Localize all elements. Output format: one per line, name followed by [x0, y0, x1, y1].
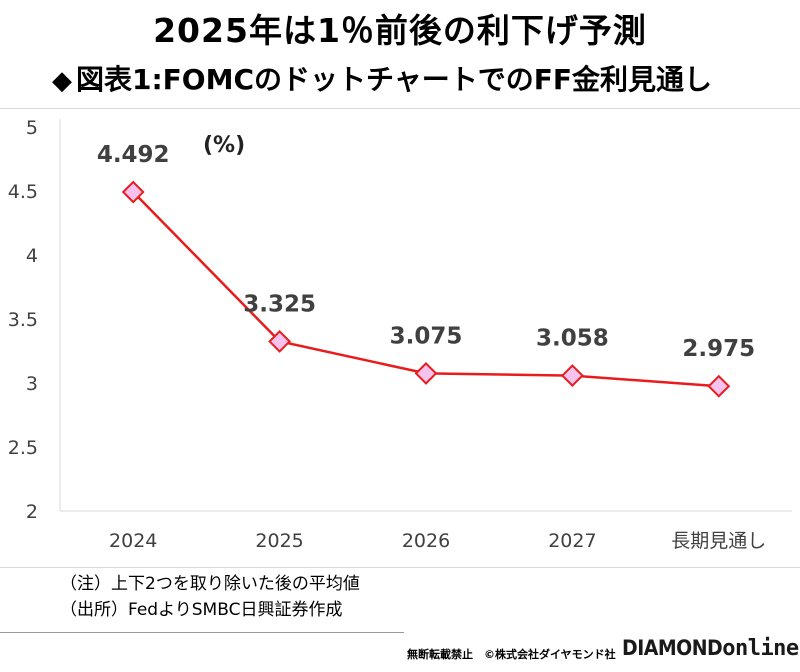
subtitle-text: 図表1:FOMCのドットチャートでのFF金利見通し: [76, 63, 712, 96]
y-tick-label: 2.5: [8, 437, 38, 459]
y-tick-label: 3: [26, 373, 38, 395]
y-tick-label: 3.5: [8, 309, 38, 331]
data-point-marker: [121, 180, 145, 204]
x-tick-label: 2026: [402, 530, 450, 552]
x-tick-label: 2025: [255, 530, 303, 552]
footer-divider: [0, 632, 404, 633]
data-point-marker: [268, 329, 292, 353]
x-tick-label: 2024: [109, 530, 157, 552]
diamond-online-logo[interactable]: DIAMONDonline: [622, 636, 799, 661]
notes: （注）上下2つを取り除いた後の平均値 （出所）FedよりSMBC日興証券作成: [60, 571, 360, 623]
logo-suffix: online: [722, 636, 799, 661]
logo-brand: DIAMOND: [622, 636, 723, 660]
y-tick-label: 5: [26, 117, 38, 139]
data-label: 3.058: [536, 326, 609, 352]
x-tick-label: 長期見通し: [671, 530, 766, 552]
chart-title: 2025年は1％前後の利下げ予測: [153, 11, 647, 50]
data-point-marker: [560, 364, 584, 387]
series-line: [132, 191, 719, 388]
data-label: 3.075: [390, 323, 463, 349]
line-chart: 2 2.5 3 3.5 4 4.5 5 2024 2025 2026 2027 長期見通し 4.492 3…: [8, 117, 792, 552]
source-line: （出所）FedよりSMBC日興証券作成: [60, 600, 343, 620]
data-label: 3.325: [243, 291, 316, 317]
unit-label: (%): [203, 133, 246, 158]
data-label: 2.975: [682, 336, 755, 362]
y-tick-label: 4: [26, 245, 38, 267]
data-point-marker: [414, 361, 438, 385]
x-tick-label: 2027: [548, 530, 596, 552]
data-point-marker: [707, 374, 731, 398]
chart-frame: 2 2.5 3 3.5 4 4.5 5 2024 2025 2026 2027 長期見通し 4.492 3…: [0, 108, 800, 568]
data-label: 4.492: [97, 142, 170, 168]
diamond-bullet-icon: ◆: [52, 66, 72, 96]
chart-subtitle: ◆ 図表1:FOMCのドットチャートでのFF金利見通し: [52, 58, 712, 98]
note-line: （注）上下2つを取り除いた後の平均値: [60, 574, 360, 594]
copyright-notice: 無断転載禁止 ©株式会社ダイヤモンド社: [407, 648, 616, 661]
y-tick-label: 2: [26, 501, 38, 523]
y-tick-label: 4.5: [8, 181, 38, 203]
